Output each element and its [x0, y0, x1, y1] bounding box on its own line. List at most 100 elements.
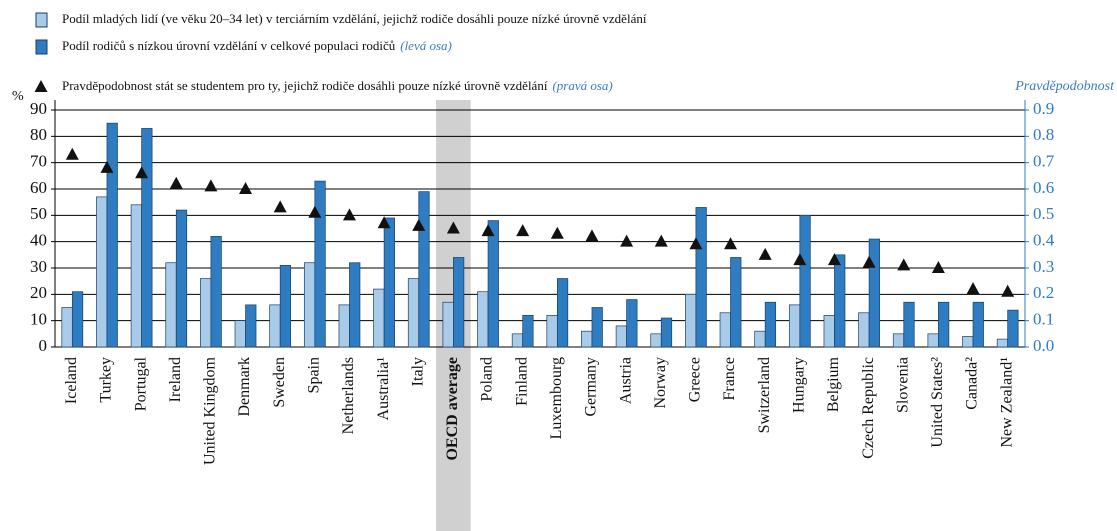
x-tick-label: Finland — [513, 357, 530, 406]
bar — [615, 325, 627, 348]
y-tick-label: 30 — [30, 257, 47, 276]
x-tick-label: Norway — [652, 357, 669, 409]
triangle-marker — [446, 221, 460, 234]
bar — [418, 191, 430, 348]
y2-tick-label: 0.7 — [1033, 152, 1055, 171]
legend-label: Podíl mladých lidí (ve věku 20–34 let) v… — [62, 11, 647, 26]
bar — [303, 262, 316, 348]
x-tick-label: New Zealand¹ — [998, 357, 1015, 448]
triangle-marker — [793, 253, 807, 266]
triangle-marker — [897, 258, 911, 271]
triangle-marker — [481, 224, 495, 237]
y-tick-label: 50 — [30, 204, 47, 223]
y2-tick-label: 0.1 — [1033, 310, 1054, 329]
y2-tick-label: 0.8 — [1033, 125, 1054, 144]
x-tick-label: Greece — [687, 357, 704, 402]
bar — [685, 293, 697, 348]
triangle-marker — [1001, 284, 1015, 297]
y-tick-label: 70 — [30, 152, 47, 171]
triangle-marker — [931, 261, 945, 273]
y2-tick-label: 0.6 — [1033, 178, 1054, 197]
triangle-marker — [620, 234, 634, 247]
legend-swatch — [35, 39, 48, 55]
y2-tick-label: 0.2 — [1033, 283, 1054, 302]
triangle-marker — [342, 208, 356, 221]
bar — [788, 304, 801, 348]
triangle-marker — [169, 176, 183, 189]
legend-label: Pravděpodobnost stát se studentem pro ty… — [62, 78, 613, 93]
bar — [338, 304, 350, 348]
y-tick-label: 90 — [30, 99, 47, 118]
bar — [695, 207, 707, 348]
x-tick-label: OECD average — [444, 357, 461, 461]
bar — [383, 217, 395, 348]
x-tick-label: Italy — [409, 357, 426, 386]
x-tick-label: France — [721, 357, 738, 401]
bar — [1007, 309, 1019, 348]
x-tick-label: Ireland — [167, 357, 184, 402]
triangle-marker — [65, 147, 79, 160]
x-tick-label: Czech Republic — [860, 357, 877, 459]
bar — [546, 315, 558, 348]
bar — [453, 257, 465, 348]
triangle-marker — [654, 234, 668, 247]
bar — [477, 291, 489, 348]
bar — [556, 278, 569, 348]
x-tick-label: Iceland — [63, 357, 80, 404]
bar — [719, 312, 731, 348]
y2-tick-label: 0.0 — [1033, 336, 1054, 355]
bar — [754, 330, 766, 348]
triangle-marker — [862, 255, 876, 268]
x-tick-label: Belgium — [825, 356, 842, 412]
triangle-marker — [724, 237, 738, 250]
triangle-marker — [758, 247, 772, 260]
bar — [626, 299, 638, 348]
x-tick-label: United Kingdom — [202, 356, 219, 465]
y-tick-label: 20 — [30, 283, 47, 302]
bar — [106, 122, 118, 348]
y2-tick-label: 0.9 — [1033, 99, 1054, 118]
bar — [71, 291, 84, 348]
legend-swatch — [35, 12, 48, 28]
bar — [96, 196, 108, 348]
y-axis-label: % — [12, 89, 24, 104]
bar — [834, 254, 846, 348]
triangle-marker — [239, 182, 253, 194]
bar — [823, 315, 835, 348]
triangle-marker — [273, 200, 287, 213]
x-tick-label: Netherlands — [340, 357, 357, 434]
bar — [650, 333, 662, 348]
triangle-marker — [204, 179, 218, 192]
triangle-marker — [377, 216, 391, 229]
bar — [279, 265, 292, 348]
x-tick-label: Germany — [583, 357, 600, 417]
bar — [314, 180, 326, 348]
bar — [799, 214, 811, 348]
triangle-marker — [585, 229, 599, 242]
triangle-marker — [135, 166, 149, 179]
bar — [442, 301, 454, 348]
bar — [245, 304, 257, 348]
bar — [903, 301, 915, 348]
bar — [581, 330, 593, 348]
triangle-marker — [689, 237, 703, 250]
bar — [200, 278, 212, 348]
bar — [61, 307, 73, 348]
y-tick-label: 80 — [30, 125, 47, 144]
legend-name: Podíl rodičů s nízkou úrovní vzdělání v … — [62, 38, 396, 53]
triangle-marker — [827, 253, 841, 266]
x-tick-label: Portugal — [132, 356, 149, 411]
x-tick-label: Switzerland — [756, 357, 773, 433]
y2-tick-label: 0.3 — [1033, 257, 1054, 276]
bar — [962, 336, 974, 348]
bar — [234, 320, 246, 348]
bar — [141, 128, 153, 348]
bar — [764, 301, 777, 348]
y-tick-label: 40 — [30, 231, 47, 250]
legend-note: (levá osa) — [400, 38, 452, 53]
y-tick-label: 0 — [39, 336, 48, 355]
x-tick-label: Canada² — [964, 357, 981, 410]
triangle-marker — [550, 226, 564, 239]
legend-label: Podíl rodičů s nízkou úrovní vzdělání v … — [62, 38, 452, 53]
